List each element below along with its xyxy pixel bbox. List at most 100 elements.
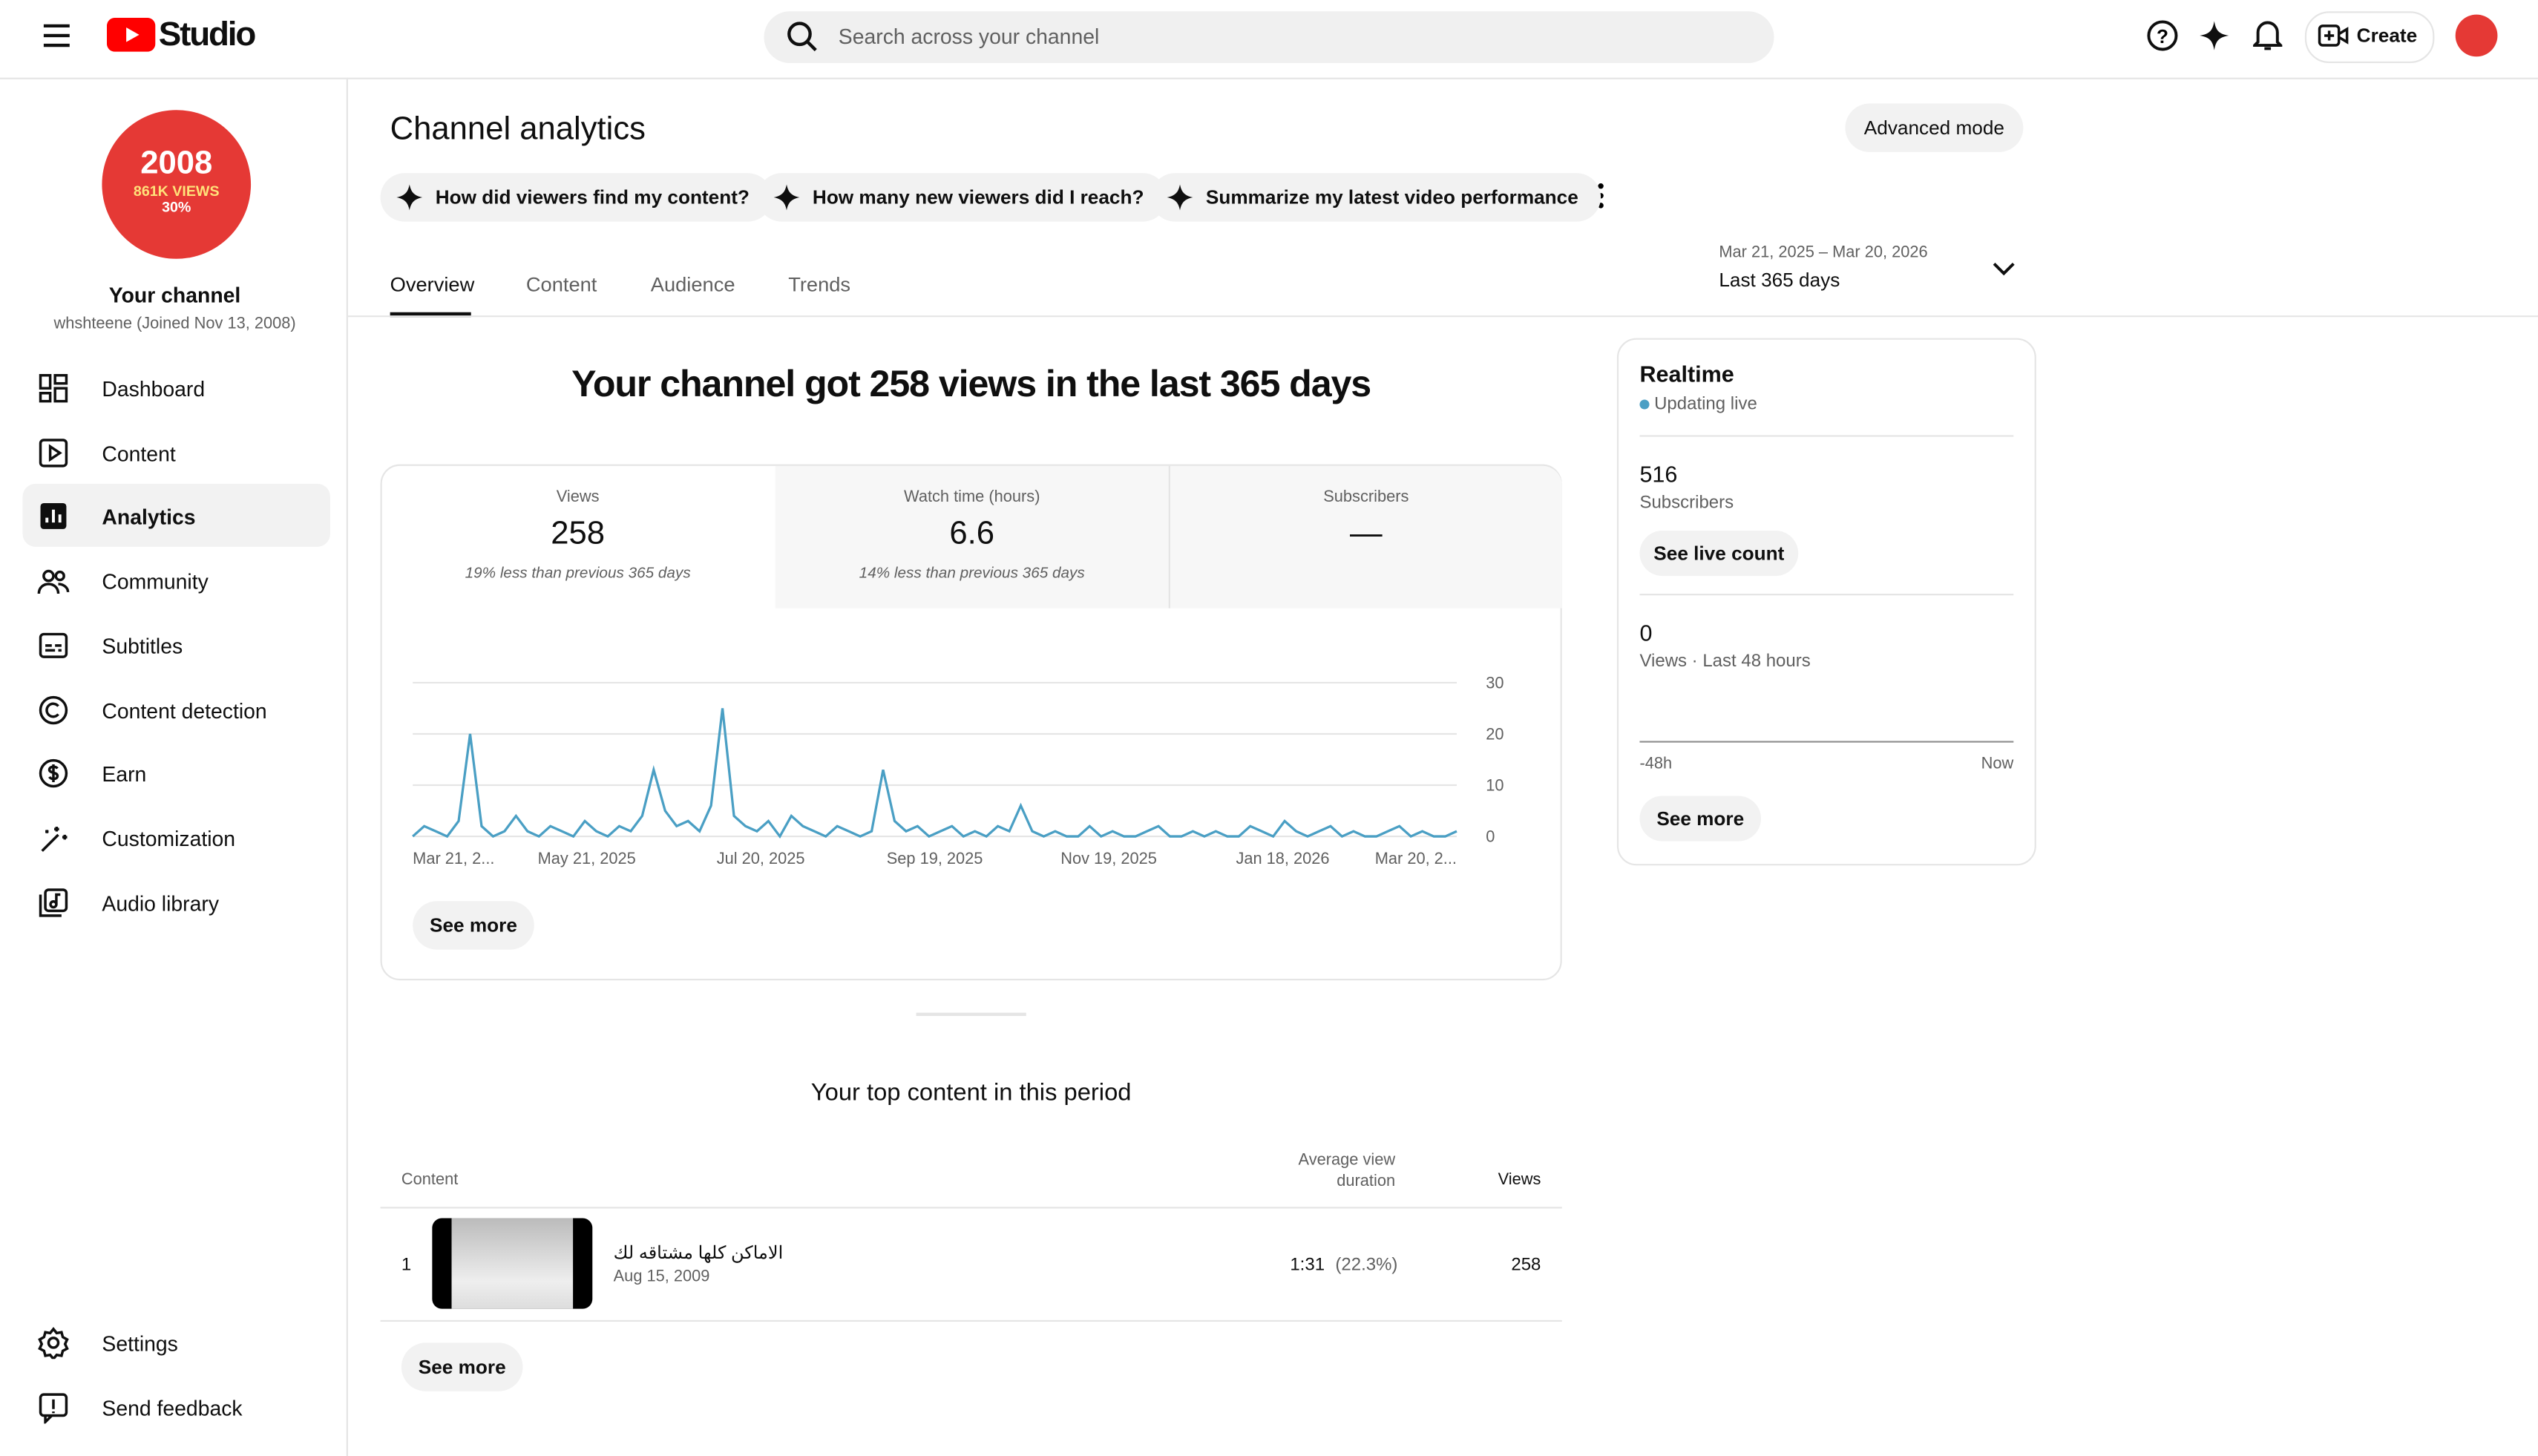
nav-item[interactable]: Settings (102, 1331, 178, 1356)
sparkle-icon (1167, 184, 1193, 211)
x-tick-label: Mar 21, 2... (413, 849, 494, 868)
metric-label[interactable]: Views (556, 488, 600, 507)
metric-divider (1168, 465, 1170, 609)
bell-icon[interactable] (2253, 19, 2283, 52)
nav-icon (38, 1327, 69, 1360)
live-dot (1639, 399, 1650, 410)
tab[interactable]: Audience (650, 273, 735, 296)
x-tick-label: Mar 20, 2... (1375, 849, 1457, 868)
metric-label[interactable]: Subscribers (1323, 488, 1409, 507)
sparkle-icon (773, 184, 800, 211)
video-date: Aug 15, 2009 (613, 1268, 710, 1287)
section-divider (916, 1012, 1026, 1017)
realtime-card (1616, 338, 2036, 866)
nav-item[interactable]: Send feedback (102, 1396, 243, 1421)
nav-item[interactable]: Customization (102, 826, 236, 851)
realtime-title: Realtime (1639, 361, 1734, 387)
prompt-text: How did viewers find my content? (435, 186, 750, 209)
see-more-button[interactable]: See more (1639, 796, 1762, 842)
x-tick-label: Jan 18, 2026 (1236, 849, 1329, 868)
tab[interactable]: Content (525, 273, 597, 296)
nav-item[interactable]: Community (102, 569, 209, 594)
prompt-chip[interactable]: How many new viewers did I reach? (757, 173, 1167, 222)
sparkle-icon (396, 184, 423, 211)
overview-card (380, 464, 1562, 981)
nav-icon (39, 888, 68, 916)
x-tick-label: Sep 19, 2025 (887, 849, 983, 868)
see-more-button[interactable]: See more (413, 901, 534, 950)
views-label: Views · Last 48 hours (1639, 652, 1811, 672)
avatar-percent: 30% (162, 199, 191, 215)
date-range[interactable]: Mar 21, 2025 – Mar 20, 2026 (1719, 244, 1928, 263)
realtime-axis (1639, 741, 2014, 743)
metric-value: — (1350, 516, 1383, 552)
channel-avatar[interactable]: 2008 861K VIEWS 30% (102, 110, 252, 259)
nav-item[interactable]: Analytics (102, 505, 196, 530)
divider (380, 1207, 1562, 1209)
prompt-chip[interactable]: Summarize my latest video performance (1150, 173, 1601, 222)
nav-icon (39, 374, 68, 403)
nav-item[interactable]: Audio library (102, 891, 220, 915)
avatar-year: 2008 (140, 145, 213, 182)
sidebar-divider (346, 77, 348, 1456)
nav-item[interactable]: Subtitles (102, 634, 183, 658)
account-avatar[interactable] (2455, 14, 2498, 57)
metric-note: 19% less than previous 365 days (465, 564, 691, 583)
avatar-views: 861K VIEWS (133, 183, 220, 200)
nav-icon (40, 503, 67, 530)
divider (380, 1319, 1562, 1322)
prompt-chip[interactable]: How did viewers find my content? (380, 173, 773, 222)
metric-value: 258 (551, 516, 606, 552)
search-box[interactable] (764, 11, 1774, 64)
rank: 1 (401, 1255, 412, 1275)
prompt-text: Summarize my latest video performance (1205, 186, 1578, 209)
date-label[interactable]: Last 365 days (1719, 268, 1840, 292)
x-tick-label: Jul 20, 2025 (717, 849, 805, 868)
video-title[interactable]: الاماكن كلها مشتاقه لك (613, 1244, 784, 1264)
metric-label[interactable]: Watch time (hours) (904, 488, 1040, 507)
metric-value: 6.6 (949, 516, 995, 552)
channel-meta: whshteene (Joined Nov 13, 2008) (53, 315, 296, 334)
nav-item[interactable]: Dashboard (102, 376, 206, 401)
nav-icon (41, 826, 68, 852)
dropdown-icon[interactable] (1993, 260, 2016, 277)
nav-icon (39, 1393, 68, 1424)
tabs-divider (347, 315, 2538, 318)
column-header: Views (1498, 1171, 1541, 1190)
nav-item[interactable]: Earn (102, 762, 147, 787)
see-more-button[interactable]: See more (401, 1342, 523, 1391)
channel-name: Your channel (108, 283, 241, 308)
subscribers-label: Subscribers (1639, 493, 1734, 514)
prompt-text: How many new viewers did I reach? (812, 186, 1144, 209)
x-tick-label: May 21, 2025 (538, 849, 636, 868)
views: 258 (1511, 1255, 1541, 1275)
divider (1639, 435, 2014, 437)
advanced-mode-button[interactable]: Advanced mode (1845, 103, 2024, 152)
nav-active-bg (22, 484, 330, 548)
axis-start: -48h (1639, 755, 1673, 774)
divider (1639, 594, 2014, 596)
video-thumbnail[interactable] (432, 1218, 593, 1309)
menu-icon[interactable] (42, 23, 71, 49)
nav-icon (39, 438, 68, 467)
sparkle-icon[interactable] (2200, 21, 2229, 50)
help-icon[interactable]: ? (2146, 19, 2179, 52)
duration-percent: (22.3%) (1335, 1255, 1398, 1275)
nav-item[interactable]: Content detection (102, 698, 267, 723)
x-tick-label: Nov 19, 2025 (1060, 849, 1157, 868)
realtime-subscribers: 516 (1639, 461, 1678, 488)
tab[interactable]: Overview (390, 273, 475, 296)
tab[interactable]: Trends (788, 273, 851, 296)
logo-icon[interactable] (106, 17, 156, 52)
live-count-button[interactable]: See live count (1639, 531, 1799, 577)
search-placeholder: Search across your channel (838, 24, 1100, 49)
top-bar (0, 0, 2538, 79)
duration: 1:31 (1290, 1255, 1325, 1275)
create-button[interactable] (2304, 11, 2435, 64)
nav-icon (39, 632, 68, 658)
nav-item[interactable]: Content (102, 441, 176, 466)
views-line (412, 708, 1457, 839)
column-header: Average view duration (1298, 1152, 1396, 1191)
create-icon (2318, 24, 2349, 47)
logo-text[interactable]: Studio (158, 16, 257, 53)
